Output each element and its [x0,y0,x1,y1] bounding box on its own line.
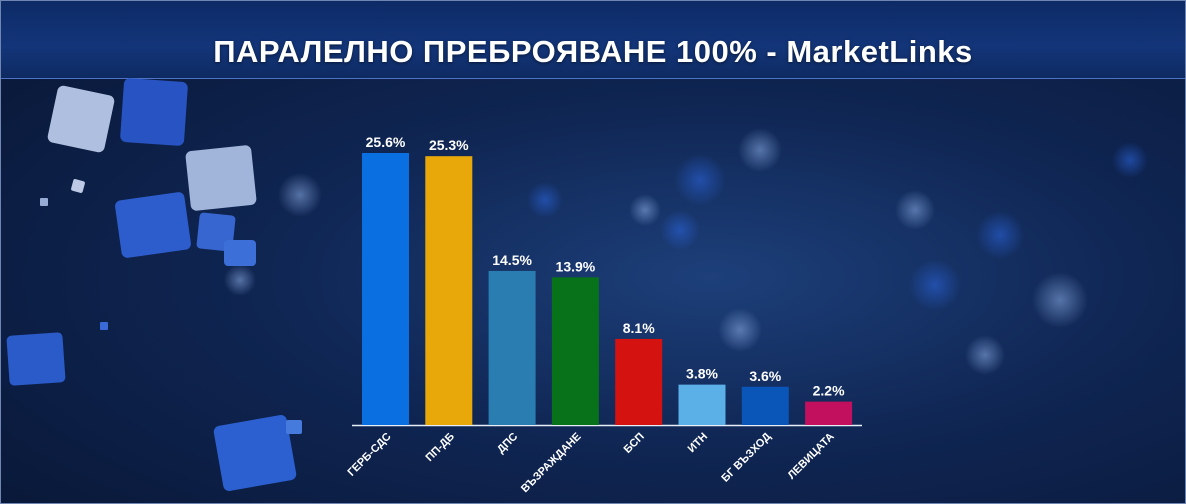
category-label: ВЪЗРАЖДАНЕ [519,431,583,495]
category-label: ИТН [686,431,710,455]
category-label: БСП [622,431,647,456]
category-label: ДПС [495,431,520,456]
bar-value-label: 3.6% [749,368,781,384]
bar-value-label: 25.3% [429,137,469,153]
category-label: ГЕРБ-СДС [345,431,393,479]
bar-value-label: 25.6% [366,134,406,150]
bar-5 [615,338,663,425]
bar-1 [362,153,409,425]
title-band [0,0,1186,79]
bar-4 [551,277,599,425]
bar-value-label: 14.5% [492,252,532,268]
bar-6 [678,384,726,425]
bar-3 [488,270,536,425]
category-label: ПП-ДБ [424,431,457,464]
chart-title: ПАРАЛЕЛНО ПРЕБРОЯВАНЕ 100% - MarketLinks [213,34,973,69]
bar-value-label: 13.9% [556,258,596,274]
bar-value-label: 3.8% [686,366,718,382]
bar-8 [805,401,853,425]
bar-value-label: 2.2% [813,383,845,399]
bar-value-label: 8.1% [623,320,655,336]
category-label: ЛЕВИЦАТА [786,431,837,482]
bar-7 [741,386,789,425]
bar-2 [425,156,473,425]
category-label: БГ ВЪЗХОД [719,431,773,485]
